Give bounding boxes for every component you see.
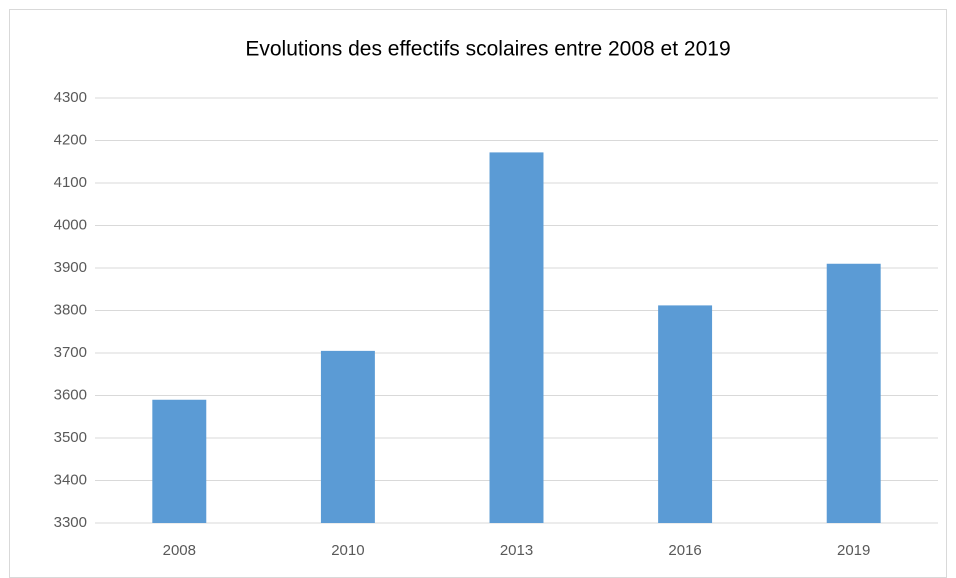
y-tick-label: 3400 (54, 471, 87, 488)
x-tick-label: 2019 (837, 542, 870, 559)
y-tick-label: 3800 (54, 301, 87, 318)
x-tick-label: 2013 (500, 542, 533, 559)
y-tick-label: 4000 (54, 216, 87, 233)
chart-border (9, 9, 947, 578)
y-tick-label: 3500 (54, 429, 87, 446)
y-tick-label: 4100 (54, 174, 87, 191)
y-tick-label: 4300 (54, 89, 87, 106)
bar (658, 305, 713, 523)
bar (489, 152, 544, 523)
x-tick-label: 2010 (331, 542, 364, 559)
bar (320, 350, 375, 523)
bar (826, 263, 881, 523)
x-tick-label: 2008 (163, 542, 196, 559)
chart-title: Evolutions des effectifs scolaires entre… (245, 38, 730, 61)
y-tick-label: 3300 (54, 514, 87, 531)
x-tick-label: 2016 (668, 542, 701, 559)
y-tick-label: 3900 (54, 259, 87, 276)
bar (152, 399, 207, 523)
y-tick-label: 4200 (54, 131, 87, 148)
y-tick-label: 3700 (54, 344, 87, 361)
y-tick-label: 3600 (54, 386, 87, 403)
